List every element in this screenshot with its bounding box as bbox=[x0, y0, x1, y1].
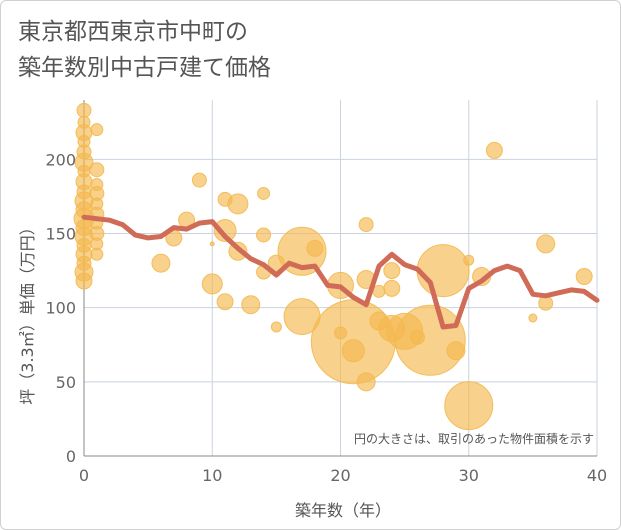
data-bubble bbox=[369, 311, 389, 331]
x-tick-label: 10 bbox=[202, 466, 222, 485]
data-bubble bbox=[409, 329, 425, 345]
data-bubble bbox=[270, 321, 282, 333]
data-bubble bbox=[383, 279, 401, 297]
data-bubble bbox=[575, 268, 593, 286]
data-bubble bbox=[463, 254, 475, 266]
data-bubble bbox=[257, 186, 271, 200]
data-bubble bbox=[191, 172, 207, 188]
data-bubble bbox=[217, 191, 233, 207]
x-tick-labels: 0 10 20 30 40 bbox=[79, 466, 607, 485]
bubble-size-note: 円の大きさは、取引のあった物件面積を示す bbox=[354, 431, 594, 446]
x-tick-label: 30 bbox=[459, 466, 479, 485]
x-tick-label: 0 bbox=[79, 466, 89, 485]
bubble-layer bbox=[73, 102, 593, 431]
data-bubble bbox=[216, 293, 234, 311]
data-bubble bbox=[334, 326, 347, 340]
data-bubble bbox=[306, 239, 324, 257]
data-bubble bbox=[90, 247, 104, 261]
x-tick-label: 40 bbox=[587, 466, 607, 485]
y-tick-label: 50 bbox=[56, 373, 76, 392]
data-bubble bbox=[90, 123, 104, 137]
data-bubble bbox=[358, 217, 374, 233]
data-bubble bbox=[356, 372, 376, 392]
data-bubble bbox=[90, 197, 104, 211]
title-line-2: 築年数別中古戸建て価格 bbox=[18, 55, 271, 81]
x-tick-label: 20 bbox=[330, 466, 350, 485]
data-bubble bbox=[151, 253, 171, 273]
data-bubble bbox=[90, 178, 104, 192]
data-bubble bbox=[241, 295, 261, 315]
data-bubble bbox=[76, 255, 92, 271]
y-tick-label: 150 bbox=[45, 225, 76, 244]
y-tick-label: 0 bbox=[66, 447, 76, 466]
data-bubble bbox=[446, 341, 466, 361]
x-axis-title: 築年数（年） bbox=[295, 501, 391, 520]
data-bubble bbox=[76, 184, 92, 200]
data-bubble bbox=[528, 313, 538, 323]
data-bubble bbox=[77, 115, 91, 129]
data-bubble bbox=[383, 262, 401, 280]
data-bubble bbox=[77, 135, 91, 149]
data-bubble bbox=[77, 164, 91, 178]
data-bubble bbox=[267, 254, 285, 272]
y-tick-labels: 0 50 100 150 200 bbox=[45, 150, 76, 466]
data-bubble bbox=[444, 381, 494, 431]
data-bubble bbox=[416, 244, 470, 298]
y-tick-label: 200 bbox=[45, 150, 76, 169]
data-bubble bbox=[372, 284, 386, 298]
data-bubble bbox=[341, 339, 365, 363]
data-bubble bbox=[256, 227, 272, 243]
data-bubble bbox=[538, 295, 554, 311]
average-price-line bbox=[81, 214, 600, 330]
data-bubble bbox=[76, 102, 92, 118]
data-bubble bbox=[283, 298, 321, 336]
title-line-1: 東京都西東京市中町の bbox=[18, 19, 248, 45]
data-bubble bbox=[536, 234, 556, 254]
data-bubble bbox=[89, 162, 105, 178]
data-bubble bbox=[213, 219, 237, 243]
data-bubble bbox=[75, 272, 93, 290]
data-bubble bbox=[209, 241, 215, 247]
data-bubble bbox=[485, 141, 503, 159]
data-bubble bbox=[201, 273, 223, 295]
chart-title: 東京都西東京市中町の 築年数別中古戸建て価格 bbox=[18, 14, 271, 86]
y-axis-title: 坪（3.3㎡）単価（万円） bbox=[18, 219, 37, 404]
data-bubble bbox=[76, 237, 92, 253]
y-tick-label: 100 bbox=[45, 299, 76, 318]
